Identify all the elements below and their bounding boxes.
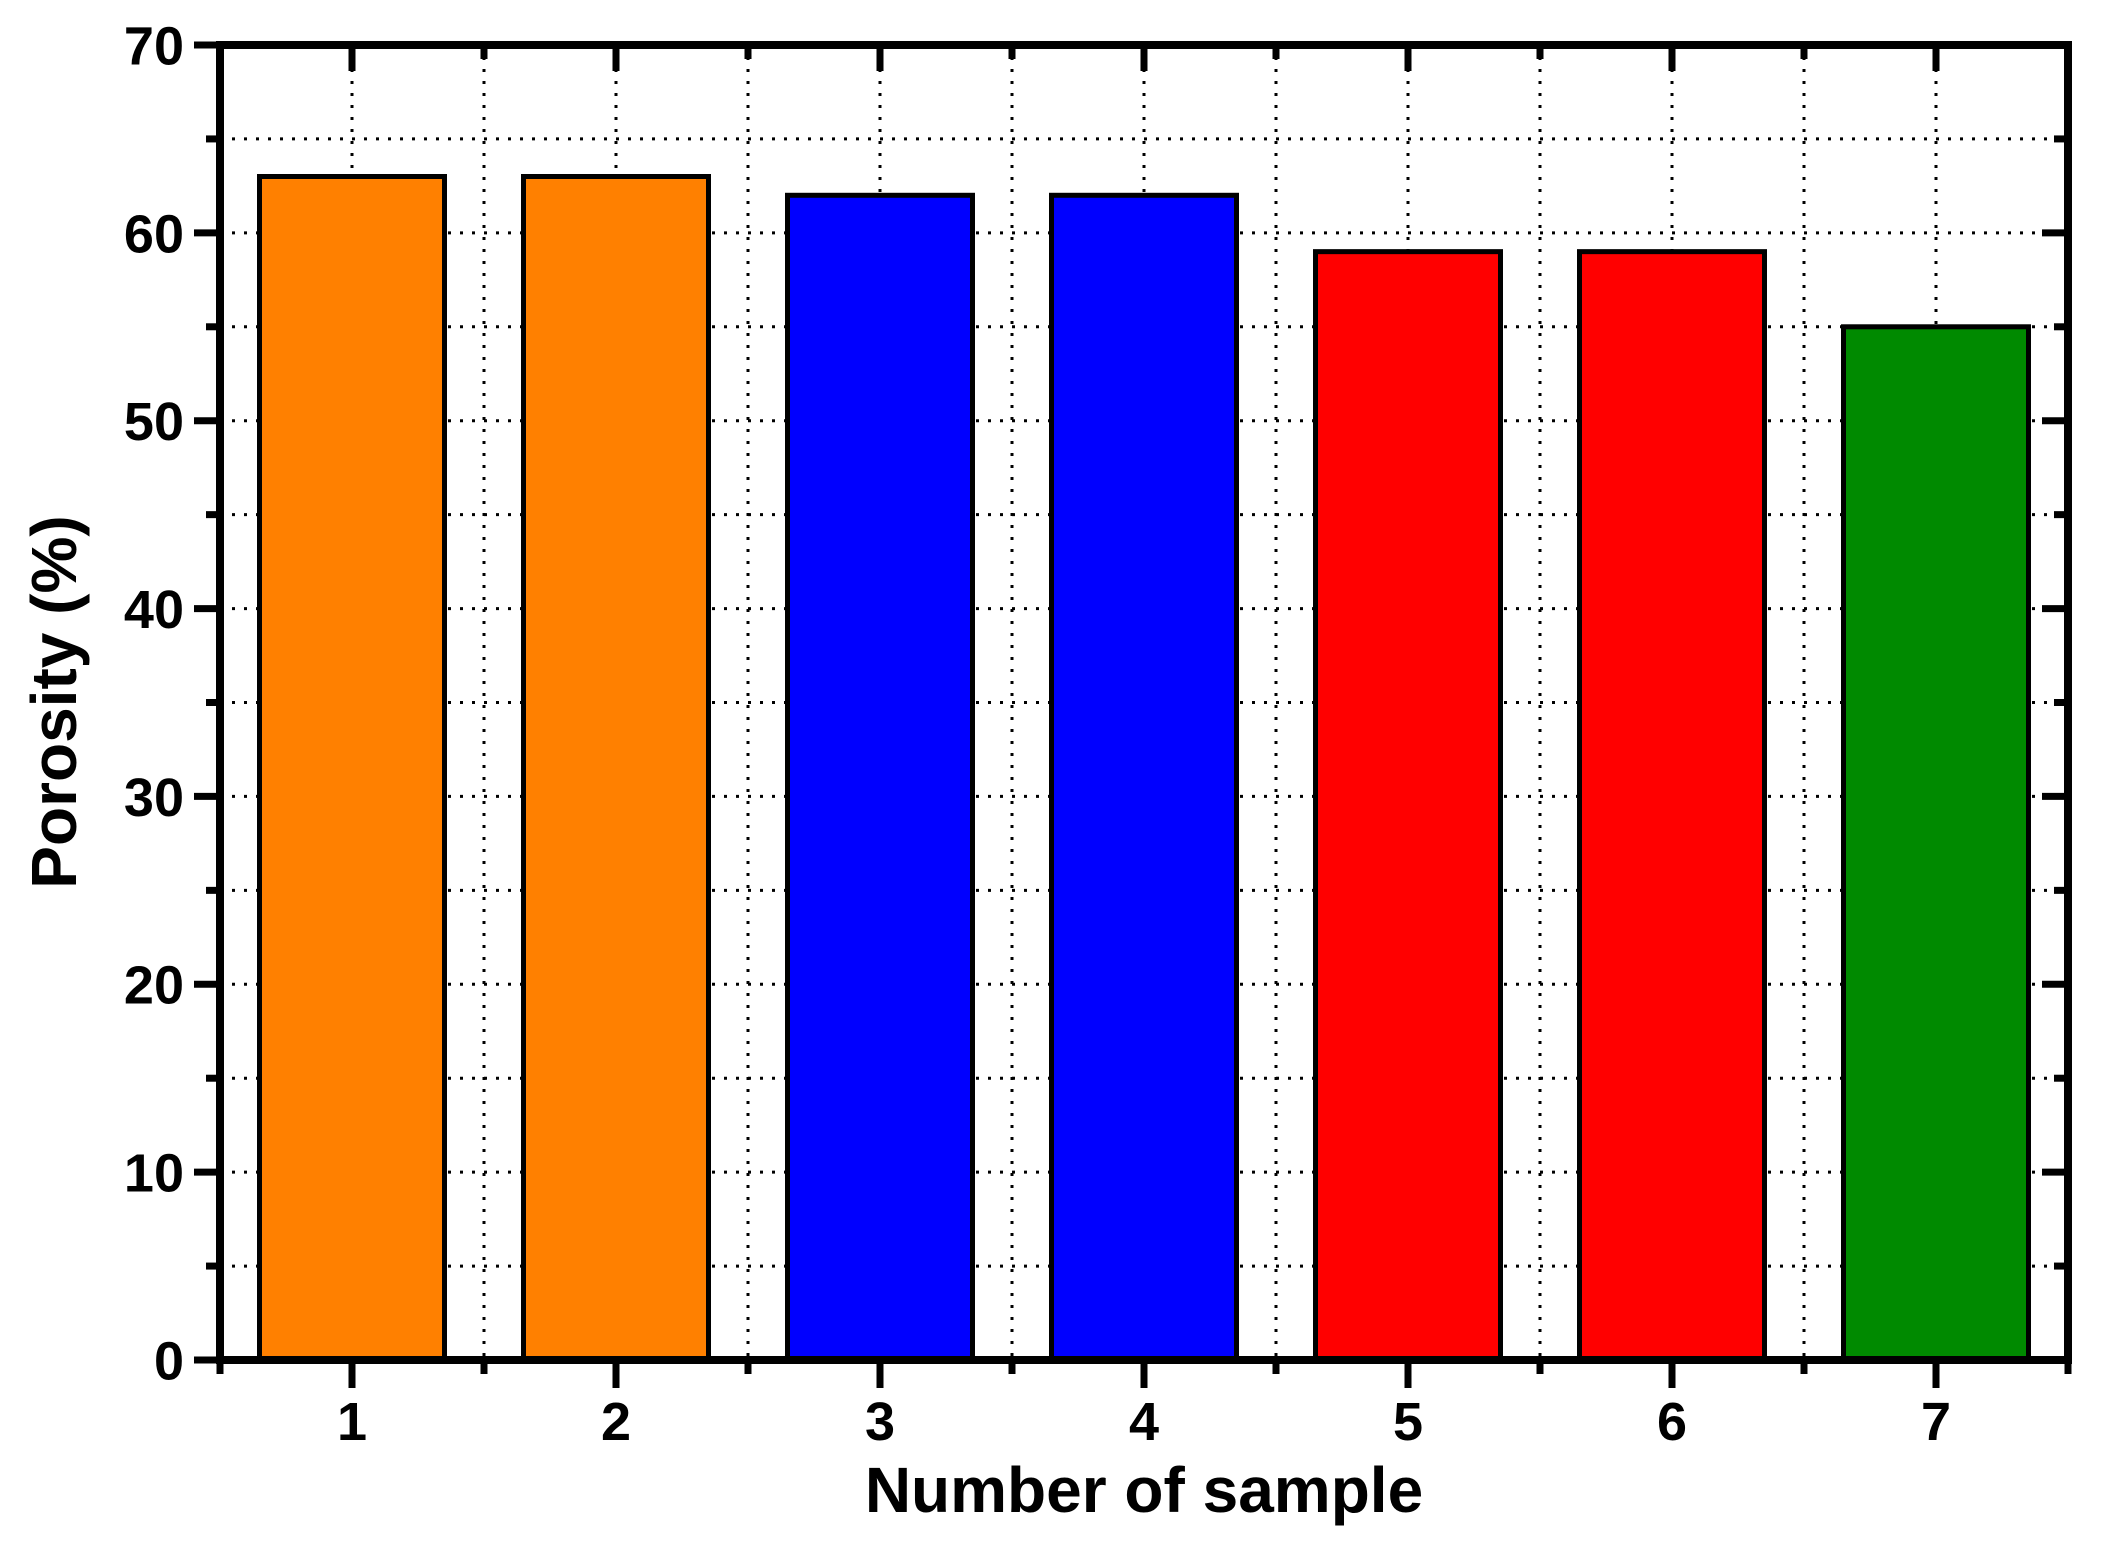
bar-sample-3 [785,192,975,1363]
x-tick-label: 5 [1393,1392,1423,1452]
y-axis-title: Porosity (%) [18,515,90,888]
y-tick-label: 50 [124,392,184,452]
y-tick-label: 20 [124,956,184,1016]
bar-sample-1 [257,174,447,1363]
bar-sample-2 [521,174,711,1363]
bar-sample-5 [1313,249,1503,1363]
x-axis-title: Number of sample [865,1454,1423,1526]
x-tick-label: 2 [601,1392,631,1452]
y-tick-label: 70 [124,16,184,76]
y-tick-label: 0 [154,1331,184,1391]
bar-sample-4 [1049,192,1239,1363]
y-tick-label: 30 [124,768,184,828]
x-tick-label: 6 [1657,1392,1687,1452]
plot-frame [216,41,2072,1364]
x-tick-label: 4 [1129,1392,1159,1452]
x-tick-label: 3 [865,1392,895,1452]
y-tick-label: 10 [124,1144,184,1204]
x-tick-label: 7 [1921,1392,1951,1452]
x-tick-label: 1 [337,1392,367,1452]
bar-sample-7 [1841,324,2031,1363]
y-tick-label: 40 [124,580,184,640]
bar-sample-6 [1577,249,1767,1363]
y-tick-label: 60 [124,204,184,264]
